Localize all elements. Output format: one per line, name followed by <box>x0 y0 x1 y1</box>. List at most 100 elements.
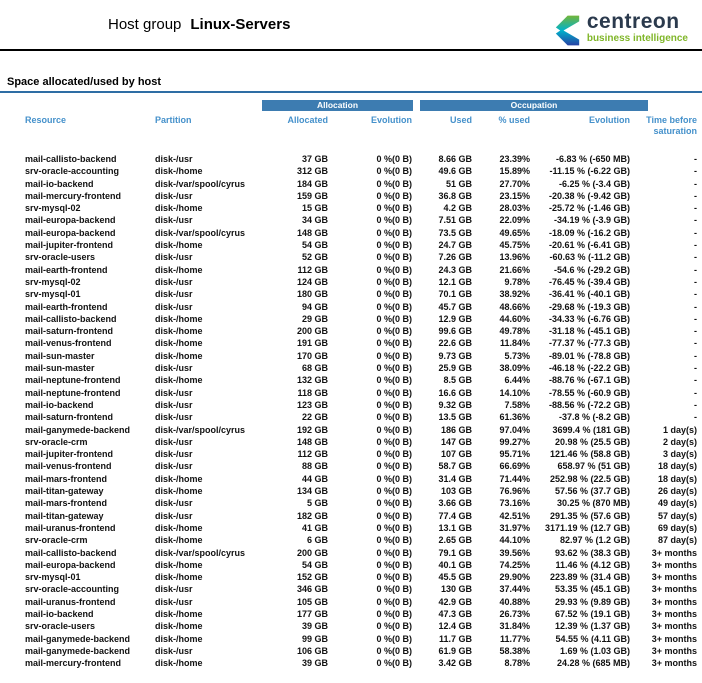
cell-occupation-evolution: -37.8 % (-8.2 GB) <box>558 412 630 423</box>
cell-occupation-evolution: 54.55 % (4.11 GB) <box>555 633 630 644</box>
cell-used: 22.6 GB <box>438 338 472 349</box>
cell-occupation-evolution: -77.37 % (-77.3 GB) <box>548 338 630 349</box>
cell-percent-used: 28.03% <box>499 203 530 214</box>
cell-partition: disk-/usr <box>155 301 193 312</box>
table-row: mail-uranus-frontend disk-/usr 105 GB 0 %(0… <box>0 596 702 608</box>
cell-occupation-evolution: 3171.19 % (12.7 GB) <box>544 522 630 533</box>
cell-resource: mail-saturn-frontend <box>25 412 114 423</box>
cell-allocation-evolution: 0 %(0 B) <box>376 375 412 386</box>
cell-allocated: 184 GB <box>296 178 328 189</box>
cell-percent-used: 38.09% <box>499 363 530 374</box>
cell-allocated: 94 GB <box>301 301 328 312</box>
cell-allocated: 22 GB <box>301 412 328 423</box>
cell-allocation-evolution: 0 %(0 B) <box>376 350 412 361</box>
table-row: mail-callisto-backend disk-/home 29 GB 0 %(… <box>0 313 702 325</box>
cell-resource: srv-oracle-accounting <box>25 166 120 177</box>
cell-occupation-evolution: -6.25 % (-3.4 GB) <box>558 178 630 189</box>
table-row: mail-io-backend disk-/usr 123 GB 0 %(0 B) 9.… <box>0 399 702 411</box>
cell-occupation-evolution: 658.97 % (51 GB) <box>557 461 630 472</box>
cell-used: 186 GB <box>440 424 472 435</box>
table-row: srv-mysql-01 disk-/usr 180 GB 0 %(0 B) 70.1 … <box>0 288 702 300</box>
logo-brand: centreon <box>586 10 680 33</box>
cell-used: 13.1 GB <box>438 522 472 533</box>
cell-time-before-saturation: - <box>694 289 697 300</box>
cell-allocation-evolution: 0 %(0 B) <box>376 559 412 570</box>
cell-time-before-saturation: - <box>694 215 697 226</box>
cell-percent-used: 58.38% <box>499 645 530 656</box>
cell-time-before-saturation: 1 day(s) <box>662 424 697 435</box>
cell-allocation-evolution: 0 %(0 B) <box>376 535 412 546</box>
cell-used: 9.73 GB <box>438 350 472 361</box>
cell-resource: mail-sun-master <box>25 350 95 361</box>
cell-percent-used: 29.90% <box>499 572 530 583</box>
cell-allocation-evolution: 0 %(0 B) <box>376 166 412 177</box>
cell-allocated: 148 GB <box>296 227 328 238</box>
table-row: mail-neptune-frontend disk-/usr 118 GB 0 %(… <box>0 387 702 399</box>
cell-percent-used: 9.78% <box>504 276 530 287</box>
cell-time-before-saturation: - <box>694 412 697 423</box>
table-row: mail-titan-gateway disk-/usr 182 GB 0 %(0 B… <box>0 510 702 522</box>
cell-allocation-evolution: 0 %(0 B) <box>376 633 412 644</box>
cell-allocated: 312 GB <box>296 166 328 177</box>
cell-occupation-evolution: 82.97 % (1.2 GB) <box>559 535 630 546</box>
cell-partition: disk-/usr <box>155 461 193 472</box>
cell-resource: mail-jupiter-frontend <box>25 240 113 251</box>
cell-resource: mail-ganymede-backend <box>25 645 131 656</box>
cell-time-before-saturation: - <box>694 178 697 189</box>
cell-percent-used: 44.60% <box>499 313 530 324</box>
cell-percent-used: 73.16% <box>499 498 530 509</box>
cell-time-before-saturation: - <box>694 190 697 201</box>
cell-used: 51 GB <box>445 178 472 189</box>
cell-time-before-saturation: - <box>694 240 697 251</box>
cell-time-before-saturation: 3+ months <box>651 658 697 669</box>
cell-allocated: 112 GB <box>297 264 328 275</box>
cell-percent-used: 7.58% <box>504 399 530 410</box>
column-header-allocation-evolution: Evolution <box>371 115 412 125</box>
cell-allocation-evolution: 0 %(0 B) <box>376 486 412 497</box>
cell-occupation-evolution: 121.46 % (58.8 GB) <box>549 449 630 460</box>
cell-allocated: 39 GB <box>301 658 328 669</box>
cell-allocated: 200 GB <box>296 326 328 337</box>
cell-resource: srv-oracle-crm <box>25 535 88 546</box>
cell-time-before-saturation: - <box>694 166 697 177</box>
table-row: srv-oracle-crm disk-/usr 148 GB 0 %(0 B) 147… <box>0 436 702 448</box>
cell-used: 70.1 GB <box>438 289 472 300</box>
cell-partition: disk-/usr <box>155 412 193 423</box>
cell-time-before-saturation: - <box>694 276 697 287</box>
cell-partition: disk-/home <box>155 338 203 349</box>
cell-allocated: 88 GB <box>301 461 328 472</box>
cell-allocation-evolution: 0 %(0 B) <box>376 326 412 337</box>
cell-partition: disk-/home <box>155 166 203 177</box>
cell-used: 24.3 GB <box>438 264 472 275</box>
table-row: mail-neptune-frontend disk-/home 132 GB 0 %… <box>0 374 702 386</box>
cell-partition: disk-/usr <box>155 276 193 287</box>
cell-used: 107 GB <box>440 449 472 460</box>
cell-resource: mail-earth-frontend <box>25 301 108 312</box>
cell-resource: mail-neptune-frontend <box>25 387 121 398</box>
cell-time-before-saturation: 3+ months <box>651 633 697 644</box>
cell-percent-used: 99.27% <box>499 436 530 447</box>
cell-partition: disk-/home <box>155 375 203 386</box>
cell-percent-used: 61.36% <box>499 412 530 423</box>
table-row: mail-io-backend disk-/home 177 GB 0 %(0 B) 4… <box>0 608 702 620</box>
cell-allocation-evolution: 0 %(0 B) <box>376 596 412 607</box>
cell-time-before-saturation: 26 day(s) <box>657 486 697 497</box>
table-row: srv-mysql-02 disk-/home 15 GB 0 %(0 B) 4.2 G… <box>0 202 702 214</box>
cell-partition: disk-/home <box>155 608 203 619</box>
cell-resource: mail-callisto-backend <box>25 547 117 558</box>
cell-partition: disk-/home <box>155 621 203 632</box>
cell-partition: disk-/var/spool/cyrus <box>155 424 246 435</box>
table-row: mail-europa-backend disk-/usr 34 GB 0 %(0 B… <box>0 214 702 226</box>
cell-used: 130 GB <box>440 584 472 595</box>
cell-used: 7.26 GB <box>438 252 472 263</box>
cell-allocation-evolution: 0 %(0 B) <box>376 547 412 558</box>
cell-used: 45.7 GB <box>438 301 472 312</box>
cell-occupation-evolution: -18.09 % (-16.2 GB) <box>548 227 630 238</box>
cell-partition: disk-/var/spool/cyrus <box>155 547 246 558</box>
cell-partition: disk-/home <box>155 633 203 644</box>
table-row: srv-oracle-crm disk-/home 6 GB 0 %(0 B) 2.65… <box>0 534 702 546</box>
cell-allocation-evolution: 0 %(0 B) <box>376 264 412 275</box>
cell-occupation-evolution: 93.62 % (38.3 GB) <box>554 547 630 558</box>
group-header-allocation: Allocation <box>262 100 413 111</box>
table-row: srv-mysql-01 disk-/home 152 GB 0 %(0 B) 45.5… <box>0 571 702 583</box>
